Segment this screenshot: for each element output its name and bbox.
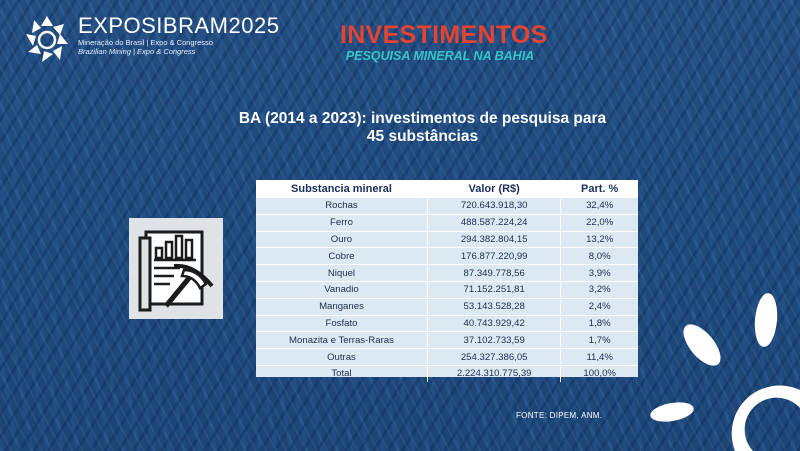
table-row: Vanadio 71.152.251,81 3,2% xyxy=(256,280,638,299)
table-total-row: Total 2.224.310.775,39 100,0% xyxy=(256,364,638,382)
table-row: Ferro 488.587.224,24 22,0% xyxy=(256,213,638,232)
exposibram-logo: EXPOSIBRAM2025 Mineração do Brasil | Exp… xyxy=(24,14,279,64)
cell-substance: Cobre xyxy=(256,247,428,265)
column-header-substance: Substancia mineral xyxy=(256,180,428,198)
cell-share: 3,9% xyxy=(560,264,638,282)
cell-share: 8,0% xyxy=(560,247,638,265)
slide-subtitle: PESQUISA MINERAL NA BAHIA xyxy=(345,49,535,63)
cell-share: 32,4% xyxy=(560,197,638,215)
slide-title: INVESTIMENTOS xyxy=(340,21,548,49)
cell-value: 294.382.804,15 xyxy=(426,230,561,248)
cell-share: 11,4% xyxy=(560,348,638,366)
cell-share: 100,0% xyxy=(560,364,638,382)
cell-substance: Fosfato xyxy=(256,314,428,332)
table-row: Niquel 87.349.778,56 3,9% xyxy=(256,264,638,282)
cell-share: 1,8% xyxy=(560,314,638,332)
section-heading: BA (2014 a 2023): investimentos de pesqu… xyxy=(238,110,607,145)
investment-table: Substancia mineral Valor (R$) Part. % Ro… xyxy=(256,180,638,382)
cell-substance: Ouro xyxy=(256,230,428,248)
column-header-value: Valor (R$) xyxy=(426,180,561,198)
cell-value: 87.349.778,56 xyxy=(426,264,561,282)
cell-value: 254.327.386,05 xyxy=(426,348,561,366)
cell-share: 13,2% xyxy=(560,230,638,248)
logo-tagline-pt: Mineração do Brasil | Expo & Congresso xyxy=(78,38,213,47)
slide-header: INVESTIMENTOS PESQUISA MINERAL NA BAHIA xyxy=(340,21,548,64)
cell-share: 22,0% xyxy=(560,213,638,232)
cell-substance: Total xyxy=(256,364,428,382)
mining-report-icon-card xyxy=(129,218,223,319)
cell-value: 720.643.918,30 xyxy=(426,197,561,215)
cell-value: 2.224.310.775,39 xyxy=(426,364,561,382)
cell-substance: Outras xyxy=(256,348,428,366)
table-row: Outras 254.327.386,05 11,4% xyxy=(256,348,638,366)
cell-substance: Niquel xyxy=(256,264,428,282)
cell-value: 53.143.528,28 xyxy=(426,297,561,316)
table-row: Rochas 720.643.918,30 32,4% xyxy=(256,197,638,215)
logo-title: EXPOSIBRAM2025 xyxy=(78,13,280,38)
logo-tagline-en: Brazilian Mining | Expo & Congress xyxy=(78,47,196,56)
cell-substance: Manganes xyxy=(256,297,428,316)
cell-value: 37.102.733,59 xyxy=(426,331,561,349)
mining-report-icon xyxy=(138,230,214,312)
table-row: Ouro 294.382.804,15 13,2% xyxy=(256,230,638,248)
table-row: Monazita e Terras-Raras 37.102.733,59 1,… xyxy=(256,331,638,349)
cell-value: 71.152.251,81 xyxy=(426,280,561,299)
cell-substance: Ferro xyxy=(256,213,428,232)
cell-value: 176.877.220,99 xyxy=(426,247,561,265)
exposibram-flower-logo-icon xyxy=(26,16,68,62)
source-note: FONTE: DIPEM, ANM. xyxy=(516,411,603,420)
cell-share: 2,4% xyxy=(560,297,638,316)
column-header-share: Part. % xyxy=(560,180,638,198)
cell-value: 488.587.224,24 xyxy=(426,213,561,232)
decorative-petals-icon xyxy=(650,293,800,451)
cell-substance: Rochas xyxy=(256,197,428,215)
cell-substance: Monazita e Terras-Raras xyxy=(256,331,428,349)
table-header-row: Substancia mineral Valor (R$) Part. % xyxy=(256,180,638,198)
cell-share: 1,7% xyxy=(560,331,638,349)
table-row: Fosfato 40.743.929,42 1,8% xyxy=(256,314,638,332)
table-row: Manganes 53.143.528,28 2,4% xyxy=(256,297,638,316)
table-row: Cobre 176.877.220,99 8,0% xyxy=(256,247,638,265)
cell-substance: Vanadio xyxy=(256,280,428,299)
cell-share: 3,2% xyxy=(560,280,638,299)
cell-value: 40.743.929,42 xyxy=(426,314,561,332)
